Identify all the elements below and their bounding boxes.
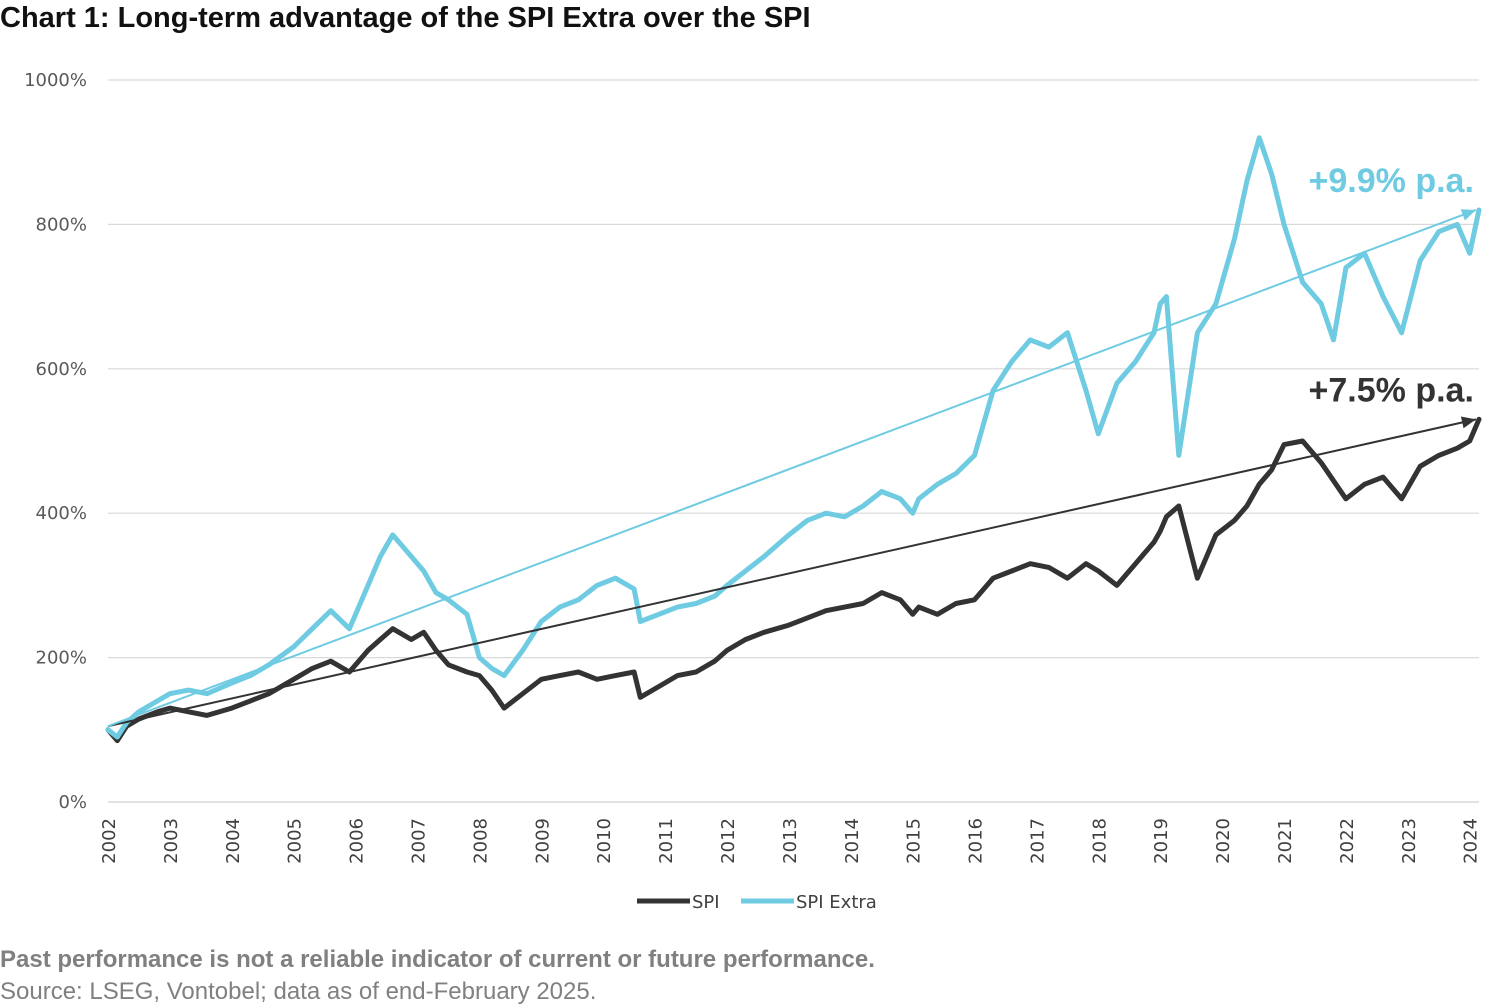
spi-extra-series-line	[105, 135, 1482, 740]
x-tick-label: 2008	[470, 818, 491, 864]
x-tick-label: 2004	[223, 818, 244, 864]
legend: SPI SPI Extra	[637, 892, 877, 913]
y-tick-label: 200%	[36, 648, 87, 669]
spi-extra-growth-annotation: +9.9% p.a.	[1309, 162, 1474, 200]
legend-label-spi-extra: SPI Extra	[796, 892, 877, 913]
x-tick-label: 2006	[347, 818, 368, 864]
grid-lines	[108, 79, 1479, 803]
spi-trend-arrowhead	[1460, 416, 1476, 429]
trend-lines: +7.5% p.a. +9.9% p.a.	[107, 162, 1477, 728]
y-tick-label: 800%	[36, 214, 87, 235]
x-tick-label: 2010	[594, 818, 615, 864]
performance-disclaimer: Past performance is not a reliable indic…	[0, 946, 875, 973]
x-axis-ticks: 2002 2003 2004 2005 2006 2007 2008 2009 2010 2011…	[99, 818, 1482, 864]
x-tick-label: 2011	[656, 818, 677, 864]
y-tick-label: 0%	[58, 792, 87, 813]
x-tick-label: 2020	[1213, 818, 1234, 864]
y-axis-ticks: 0% 200% 400% 600% 800% 1000%	[24, 70, 87, 813]
x-tick-label: 2014	[842, 818, 863, 864]
chart-plot: 0% 200% 400% 600% 800% 1000% 2002 2003 2004 2005…	[24, 70, 1482, 913]
x-tick-label: 2005	[285, 818, 306, 864]
y-tick-label: 400%	[36, 503, 87, 524]
x-tick-label: 2015	[904, 818, 925, 864]
spi-trend-line	[107, 418, 1477, 728]
x-tick-label: 2021	[1275, 818, 1296, 864]
series-lines	[105, 135, 1482, 744]
spi-extra-trend-arrowhead	[1460, 209, 1476, 221]
x-tick-label: 2022	[1337, 818, 1358, 864]
legend-label-spi: SPI	[692, 892, 720, 913]
y-tick-label: 1000%	[24, 70, 87, 91]
x-tick-label: 2024	[1461, 818, 1482, 864]
x-tick-label: 2019	[1151, 818, 1172, 864]
x-tick-label: 2016	[966, 818, 987, 864]
x-tick-label: 2009	[532, 818, 553, 864]
x-tick-label: 2003	[161, 818, 182, 864]
y-tick-label: 600%	[36, 359, 87, 380]
x-tick-label: 2007	[408, 818, 429, 864]
x-tick-label: 2018	[1089, 818, 1110, 864]
x-tick-label: 2002	[99, 818, 120, 864]
x-tick-label: 2012	[718, 818, 739, 864]
spi-growth-annotation: +7.5% p.a.	[1309, 371, 1474, 409]
source-note: Source: LSEG, Vontobel; data as of end-F…	[0, 978, 597, 1005]
x-tick-label: 2013	[780, 818, 801, 864]
chart-title: Chart 1: Long-term advantage of the SPI …	[0, 2, 811, 34]
x-tick-label: 2023	[1399, 818, 1420, 864]
x-tick-label: 2017	[1027, 818, 1048, 864]
spi-extra-trend-line	[107, 209, 1477, 728]
